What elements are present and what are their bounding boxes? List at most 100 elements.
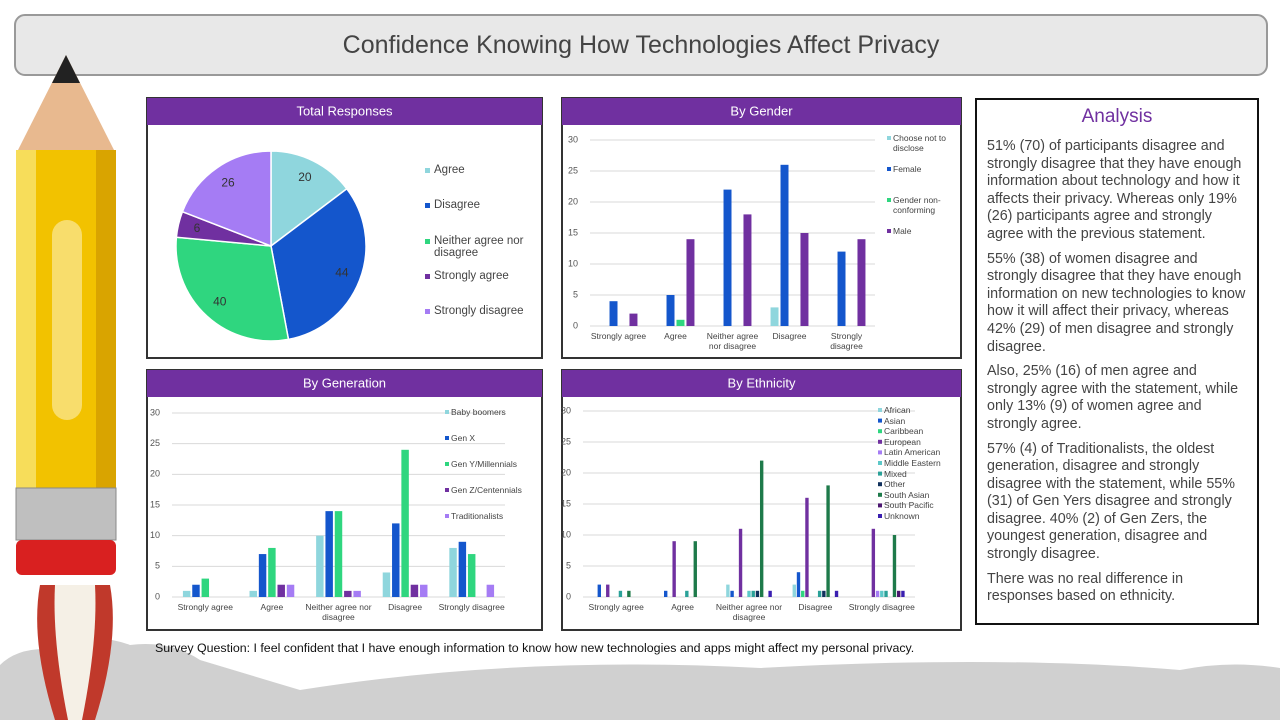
legend-marker [878, 492, 882, 497]
bar [685, 590, 689, 597]
bar [666, 295, 675, 326]
pencil [15, 55, 117, 720]
legend-label: Strongly agree [434, 270, 509, 282]
pencil-wood [18, 55, 114, 150]
chart-header [562, 98, 961, 125]
analysis-paragraph: 51% (70) of participants disagree and st… [987, 138, 1242, 242]
legend-label: Other [884, 479, 906, 490]
legend-label: Gen X [451, 433, 476, 443]
bar [755, 590, 760, 597]
chart-title: By Gender [730, 103, 793, 118]
bar [467, 554, 476, 597]
y-tick-label: 10 [568, 258, 578, 268]
legend-marker [887, 136, 891, 140]
bar [606, 584, 610, 597]
data-label: 44 [335, 266, 349, 280]
bar [334, 511, 343, 597]
pie-slice [175, 236, 290, 342]
data-label: 26 [221, 175, 235, 189]
bar [686, 239, 695, 326]
legend-marker [445, 410, 449, 414]
bar [268, 547, 276, 597]
bar [880, 590, 884, 597]
x-tick-label: Strongly agree [590, 331, 647, 341]
legend-marker [445, 514, 449, 518]
pie-slice [270, 150, 348, 248]
legend-marker [878, 503, 882, 508]
title-box [14, 14, 1268, 76]
flame [54, 585, 96, 720]
bar [730, 590, 734, 597]
pencil-shine [52, 220, 82, 420]
legend-label: South Asian [884, 489, 930, 500]
legend-label: Gender non-conforming [893, 195, 941, 215]
legend-label: Baby boomers [451, 407, 506, 417]
bar [792, 584, 796, 597]
legend-marker [425, 203, 430, 208]
data-label: 20 [298, 170, 312, 184]
legend-label: Neither agree nor disagree [434, 235, 524, 259]
legend-marker [887, 198, 891, 202]
bar [277, 584, 285, 597]
legend-label: European [884, 436, 921, 447]
bar [609, 301, 618, 326]
bar [618, 590, 623, 597]
legend-label: Disagree [434, 199, 481, 211]
y-tick-label: 20 [150, 469, 160, 479]
legend-marker [878, 482, 882, 487]
bar [258, 554, 267, 597]
bar [723, 189, 732, 326]
bar [817, 590, 822, 597]
y-tick-label: 0 [155, 591, 160, 601]
chart-title: By Ethnicity [728, 375, 796, 390]
legend-marker [425, 309, 430, 314]
bar [627, 590, 631, 597]
legend-marker [425, 274, 430, 279]
chart-panel [561, 97, 962, 359]
y-tick-label: 5 [155, 561, 160, 571]
bar [897, 590, 901, 597]
bar [892, 535, 897, 597]
bar [672, 541, 676, 597]
y-tick-label: 0 [573, 320, 578, 330]
chart-header [147, 98, 542, 125]
legend-marker [878, 429, 882, 434]
legend-label: Caribbean [884, 426, 924, 437]
bar [629, 313, 638, 326]
legend-marker [445, 488, 449, 492]
x-tick-label: Strongly agree [588, 602, 644, 612]
bar [796, 572, 801, 597]
bar [837, 251, 846, 326]
bar [410, 584, 419, 597]
legend-label: Female [893, 164, 922, 174]
legend-label: Agree [434, 164, 465, 176]
bar [738, 528, 743, 597]
bar [834, 590, 839, 597]
analysis-paragraph: 57% (4) of Traditionalists, the oldest g… [987, 440, 1235, 563]
x-tick-label: Neither agree nor disagree [706, 331, 759, 351]
y-tick-label: 25 [568, 165, 578, 175]
legend-label: Middle Eastern [884, 458, 941, 468]
y-tick-label: 5 [573, 289, 578, 299]
x-tick-label: Agree [664, 331, 687, 341]
y-tick-label: 0 [566, 591, 571, 601]
legend-label: Male [893, 226, 912, 236]
analysis-title: Analysis [1081, 106, 1153, 127]
legend-label: African [884, 405, 911, 415]
y-tick-label: 30 [561, 405, 571, 415]
bar [770, 307, 779, 326]
x-tick-label: Disagree [798, 602, 833, 612]
pencil-tip [52, 55, 80, 83]
bar [249, 590, 257, 597]
x-tick-label: Strongly disagree [848, 602, 915, 612]
legend-marker [878, 471, 882, 476]
legend-marker [878, 514, 882, 518]
legend-marker [445, 462, 449, 466]
legend-marker [878, 418, 882, 423]
x-tick-label: Strongly agree [177, 602, 233, 612]
bar [780, 164, 789, 326]
chart-header [562, 370, 961, 397]
pencil-shade [96, 150, 116, 490]
